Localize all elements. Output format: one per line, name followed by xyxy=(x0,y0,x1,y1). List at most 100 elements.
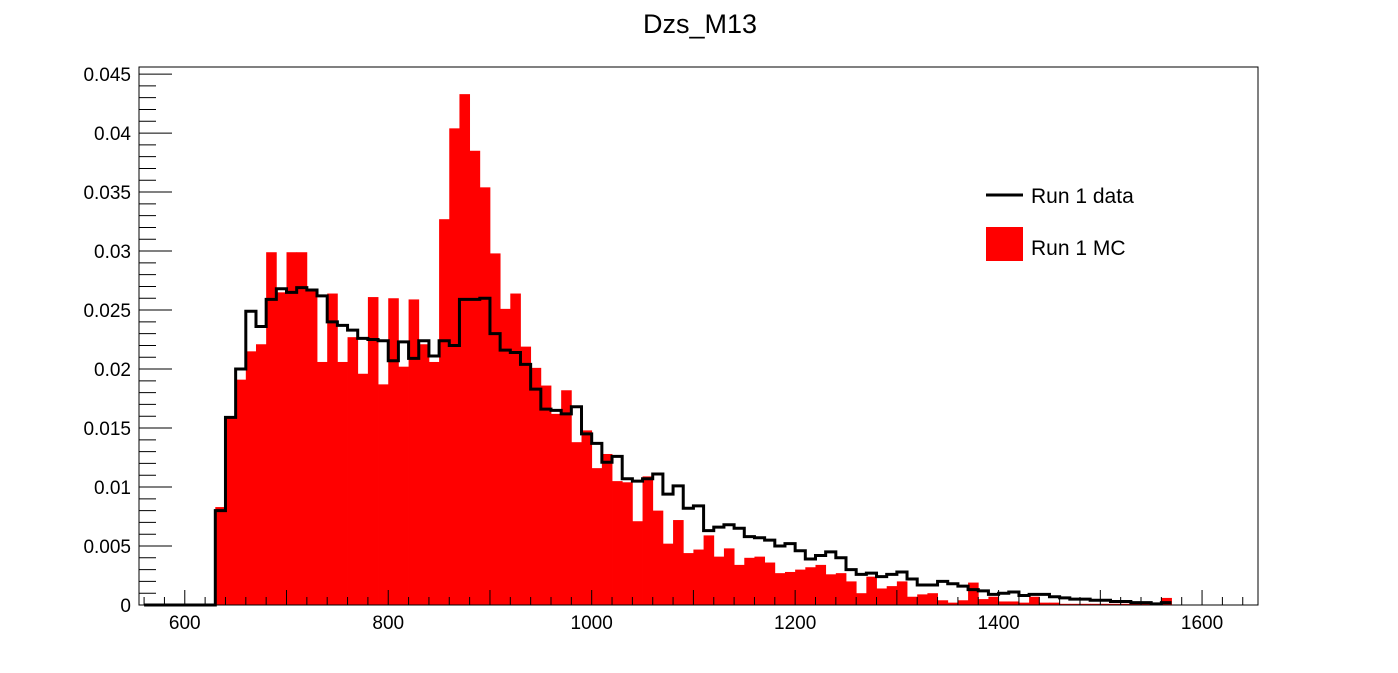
mc-bar xyxy=(947,602,959,605)
mc-bar xyxy=(317,361,328,605)
mc-bar xyxy=(459,94,471,605)
y-tick-label: 0.015 xyxy=(83,419,131,440)
mc-bar xyxy=(744,557,755,605)
mc-bar xyxy=(917,594,928,605)
legend: Run 1 data Run 1 MC xyxy=(986,185,1134,261)
mc-bar xyxy=(1049,602,1061,605)
mc-bar xyxy=(907,596,918,605)
mc-bar xyxy=(245,351,257,605)
mc-bar xyxy=(276,292,287,605)
mc-bar xyxy=(306,291,318,605)
mc-series xyxy=(215,94,1172,606)
mc-bar xyxy=(1039,602,1050,605)
mc-bar xyxy=(449,128,460,605)
mc-bar xyxy=(805,567,816,605)
mc-bar xyxy=(286,252,298,606)
mc-bar xyxy=(632,521,643,605)
mc-bar xyxy=(561,390,572,605)
mc-bar xyxy=(713,556,725,605)
x-axis: 600 800 1000 1200 1400 1600 xyxy=(143,590,1244,634)
mc-bar xyxy=(693,549,704,605)
y-tick-label: 0.04 xyxy=(94,124,131,145)
mc-bar xyxy=(846,581,857,605)
mc-bar xyxy=(601,453,613,605)
mc-bar xyxy=(489,253,501,605)
mc-bar xyxy=(1059,603,1071,605)
mc-bar xyxy=(500,308,511,605)
mc-bar xyxy=(673,520,684,605)
mc-bar xyxy=(266,252,277,606)
data-series-step-line xyxy=(144,286,1172,607)
mc-bar xyxy=(784,571,796,605)
mc-bar xyxy=(469,150,481,605)
mc-bar xyxy=(327,293,338,605)
y-tick-label: 0.005 xyxy=(83,537,131,558)
legend-mc-swatch xyxy=(986,227,1023,261)
x-tick-label: 800 xyxy=(372,613,404,634)
mc-bar xyxy=(1090,603,1101,605)
mc-bar xyxy=(815,564,827,605)
mc-bar xyxy=(215,507,226,605)
mc-bar xyxy=(255,344,267,605)
mc-bar xyxy=(1100,603,1111,605)
mc-bar xyxy=(408,299,420,605)
y-tick-label: 0.03 xyxy=(94,242,131,263)
mc-bar xyxy=(856,593,867,605)
mc-bar xyxy=(1079,603,1091,605)
mc-bar xyxy=(1110,603,1122,605)
mc-bar xyxy=(520,346,532,605)
mc-bar xyxy=(1069,603,1081,605)
y-tick-label: 0.035 xyxy=(83,183,131,204)
mc-bar xyxy=(367,297,379,605)
mc-bar xyxy=(662,543,674,605)
mc-bar xyxy=(622,482,633,605)
mc-bar xyxy=(612,481,623,605)
mc-bar xyxy=(540,385,552,605)
mc-bar xyxy=(551,413,562,605)
mc-bar xyxy=(510,293,521,605)
x-tick-label: 1600 xyxy=(1181,613,1223,634)
mc-bar xyxy=(866,576,877,605)
mc-bar xyxy=(723,548,735,605)
x-tick-label: 1200 xyxy=(774,613,816,634)
mc-bar xyxy=(398,366,409,605)
x-tick-label: 1400 xyxy=(977,613,1019,634)
y-tick-label: 0.01 xyxy=(94,478,131,499)
y-axis: 0 0.005 0.01 0.015 0.02 0.025 0.03 0.035 0.04 0.0… xyxy=(83,65,172,617)
mc-bar xyxy=(235,379,247,605)
mc-bar xyxy=(988,596,999,605)
mc-bar xyxy=(1018,602,1030,605)
mc-bar xyxy=(652,510,664,605)
mc-bar xyxy=(479,187,491,605)
mc-bar xyxy=(225,417,237,605)
mc-bar xyxy=(957,600,969,605)
mc-bar xyxy=(428,361,440,605)
mc-bar xyxy=(876,588,888,605)
y-tick-label: 0.02 xyxy=(94,360,131,381)
mc-bar xyxy=(378,384,389,605)
mc-bar xyxy=(642,476,654,605)
mc-bar xyxy=(754,556,766,605)
mc-bar xyxy=(1141,603,1152,605)
mc-bar xyxy=(1029,596,1040,605)
mc-bar xyxy=(998,601,1010,605)
mc-bar xyxy=(968,582,979,605)
mc-bar xyxy=(734,564,745,605)
y-tick-label: 0.025 xyxy=(83,301,131,322)
mc-bar xyxy=(795,569,806,605)
mc-bar xyxy=(774,573,786,605)
mc-bar xyxy=(388,298,399,605)
x-tick-label: 600 xyxy=(169,613,201,634)
legend-data-label: Run 1 data xyxy=(1031,185,1134,208)
chart-title: Dzs_M13 xyxy=(643,9,757,39)
mc-bar xyxy=(886,586,898,605)
legend-mc-label: Run 1 MC xyxy=(1031,237,1126,260)
mc-bar xyxy=(835,573,847,605)
mc-bar xyxy=(1008,601,1020,605)
mc-bar xyxy=(296,252,308,606)
mc-bar xyxy=(937,600,949,605)
x-tick-label: 1000 xyxy=(571,613,613,634)
mc-bar xyxy=(530,367,542,605)
mc-bar xyxy=(591,468,603,605)
mc-bar xyxy=(1130,603,1142,605)
